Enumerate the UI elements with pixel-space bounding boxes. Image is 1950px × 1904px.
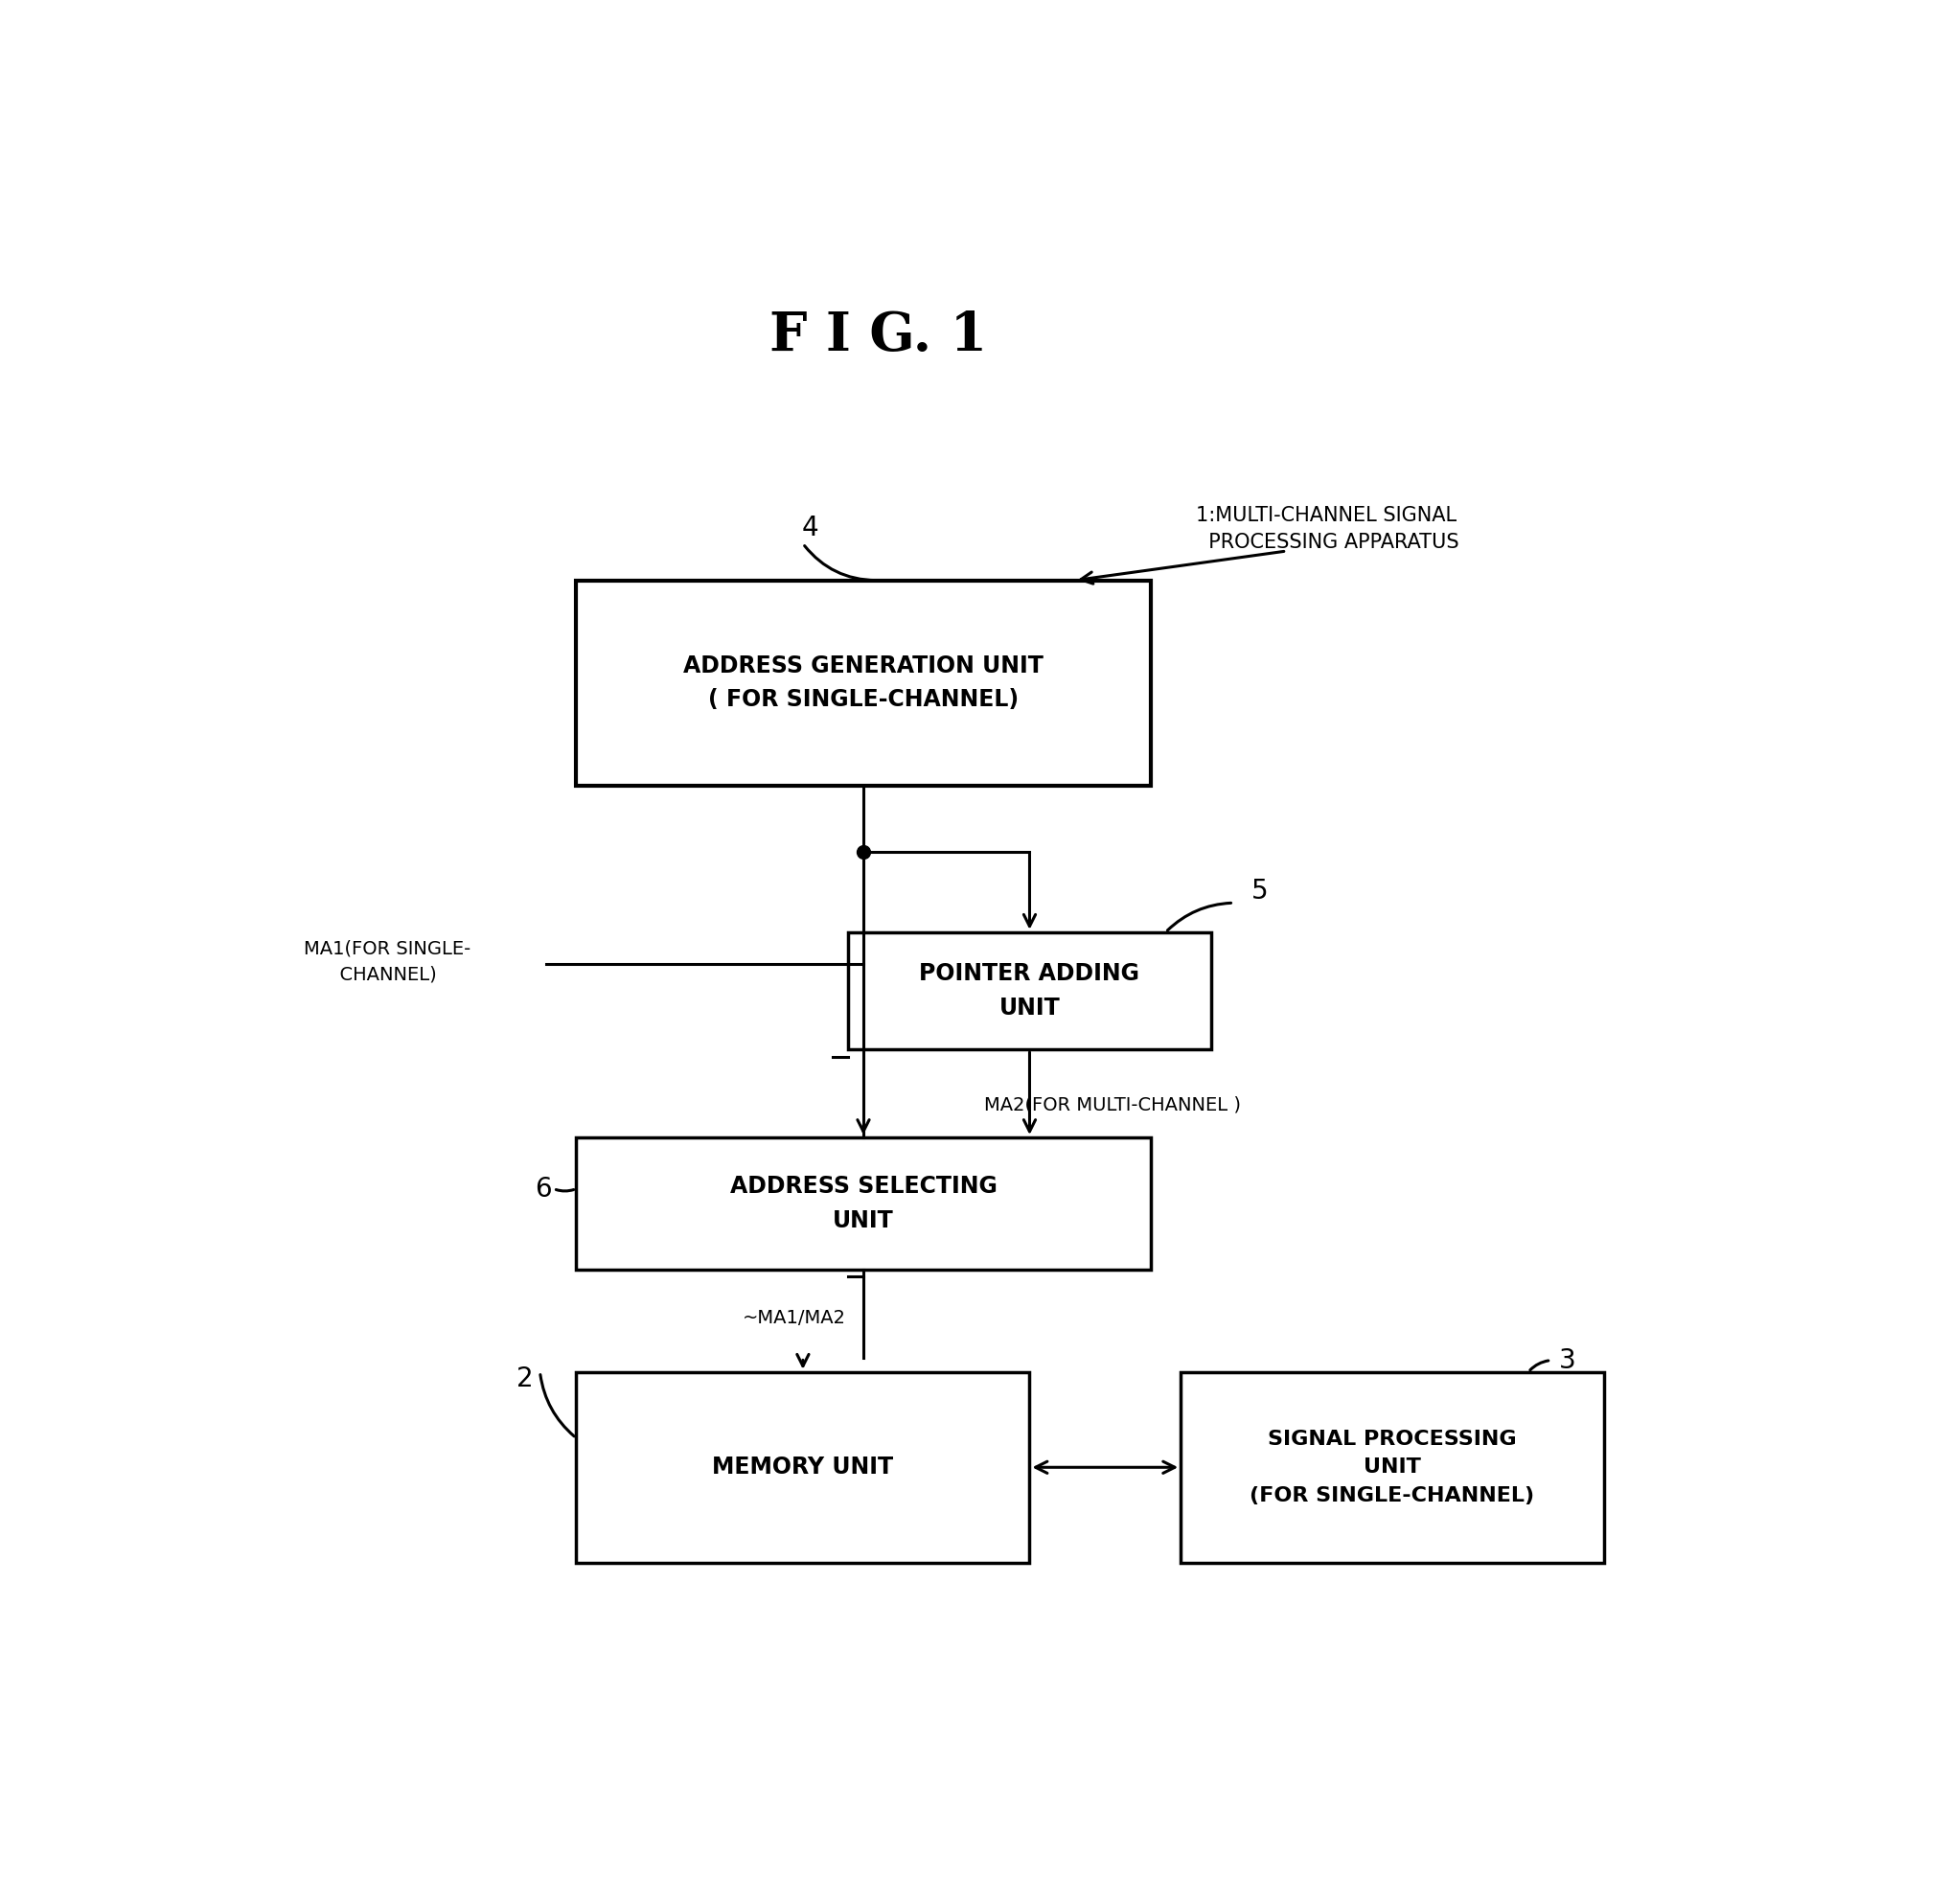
Bar [577, 1137, 1151, 1270]
Text: SIGNAL PROCESSING
UNIT
(FOR SINGLE-CHANNEL): SIGNAL PROCESSING UNIT (FOR SINGLE-CHANN… [1250, 1430, 1535, 1506]
Text: ~MA1/MA2: ~MA1/MA2 [743, 1308, 846, 1327]
Text: 3: 3 [1560, 1346, 1576, 1373]
Text: 5: 5 [1250, 878, 1268, 904]
Text: F I G. 1: F I G. 1 [770, 308, 987, 362]
Text: MA2(FOR MULTI-CHANNEL ): MA2(FOR MULTI-CHANNEL ) [985, 1097, 1240, 1114]
Bar [848, 933, 1211, 1049]
Bar [577, 1373, 1030, 1563]
Text: POINTER ADDING
UNIT: POINTER ADDING UNIT [918, 962, 1141, 1019]
Text: 1:MULTI-CHANNEL SIGNAL
  PROCESSING APPARATUS: 1:MULTI-CHANNEL SIGNAL PROCESSING APPARA… [1195, 506, 1459, 552]
Text: ADDRESS GENERATION UNIT
( FOR SINGLE-CHANNEL): ADDRESS GENERATION UNIT ( FOR SINGLE-CHA… [682, 655, 1043, 712]
Text: ADDRESS SELECTING
UNIT: ADDRESS SELECTING UNIT [729, 1175, 996, 1232]
Text: MEMORY UNIT: MEMORY UNIT [712, 1457, 893, 1479]
Text: 2: 2 [517, 1365, 532, 1392]
Bar [1182, 1373, 1603, 1563]
Text: 6: 6 [534, 1175, 552, 1201]
Text: 4: 4 [801, 514, 819, 541]
Bar [577, 581, 1151, 786]
Text: MA1(FOR SINGLE-
      CHANNEL): MA1(FOR SINGLE- CHANNEL) [304, 941, 472, 982]
